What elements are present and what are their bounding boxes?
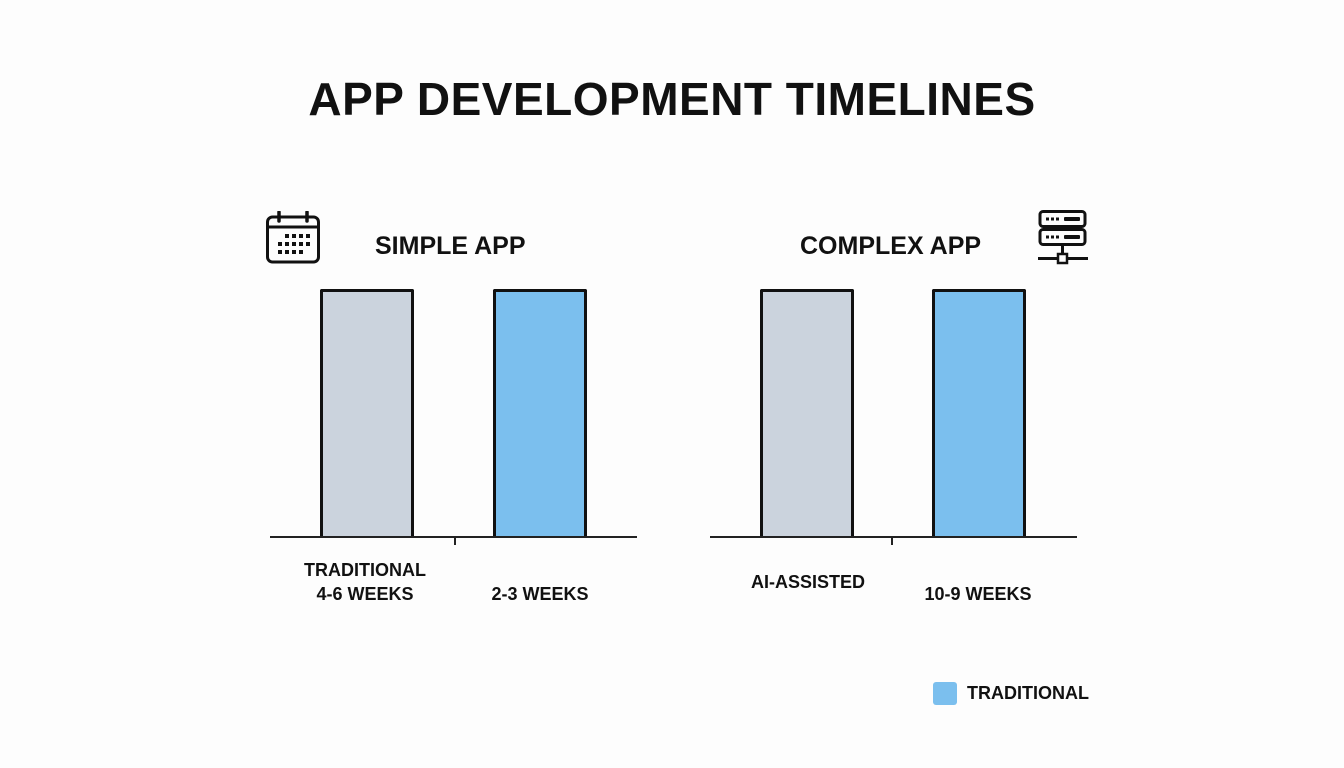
simple-x-axis (270, 536, 637, 538)
simple-app-title: SIMPLE APP (375, 232, 526, 260)
simple-ai-bar (493, 289, 587, 537)
complex-left-label: AI-ASSISTED (750, 572, 865, 592)
simple-right-label: 2-3 WEEKS (491, 584, 589, 604)
simple-left-label: TRADITIONAL 4-6 WEEKS (290, 558, 440, 606)
complex-right-label: 10-9 WEEKS (924, 584, 1032, 604)
legend-label: TRADITIONAL (967, 683, 1089, 703)
simple-left-label-line1: TRADITIONAL (304, 560, 426, 580)
chart-title: APP DEVELOPMENT TIMELINES (308, 73, 1036, 125)
server-network-icon (1038, 210, 1088, 265)
simple-left-label-line2: 4-6 WEEKS (316, 584, 414, 604)
calendar-icon (266, 211, 320, 264)
complex-app-title: COMPLEX APP (800, 232, 982, 260)
chart-legend: TRADITIONAL (933, 682, 1089, 705)
complex-traditional-bar (760, 289, 854, 537)
simple-axis-tick (454, 537, 456, 545)
complex-axis-tick (891, 537, 893, 545)
simple-traditional-bar (320, 289, 414, 537)
complex-x-axis (710, 536, 1077, 538)
legend-swatch (933, 682, 957, 705)
complex-ai-bar (932, 289, 1026, 537)
